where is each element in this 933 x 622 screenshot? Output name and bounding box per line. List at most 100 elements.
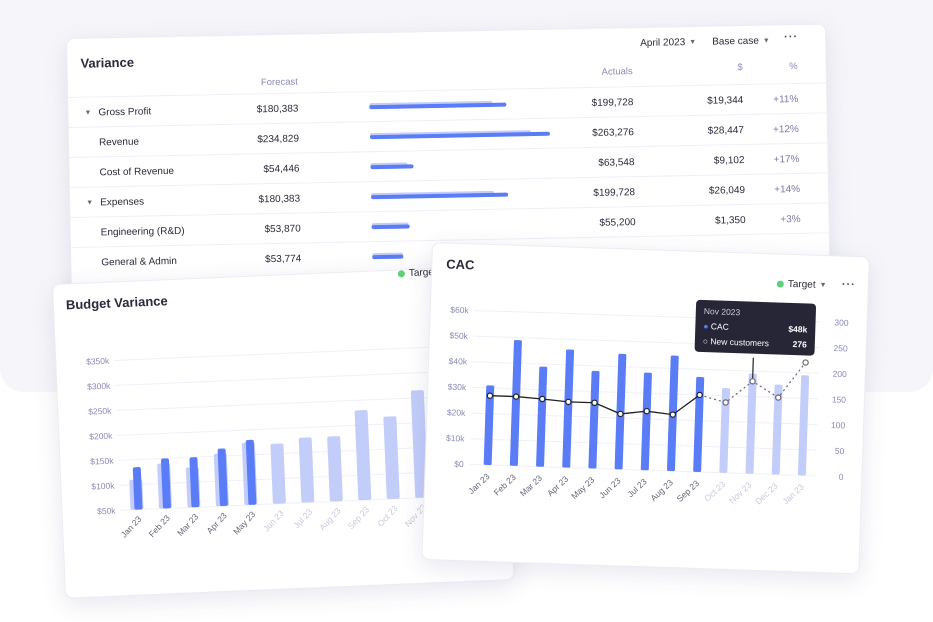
x-tick-label: Oct 23 bbox=[375, 503, 399, 528]
header-dollar: $ bbox=[737, 62, 743, 74]
x-tick-label: Aug 23 bbox=[317, 505, 343, 532]
x-tick-label: May 23 bbox=[569, 475, 596, 502]
x-tick-label: Jul 23 bbox=[625, 476, 649, 499]
chevron-down-icon: ▼ bbox=[689, 38, 697, 47]
forecast-bar bbox=[270, 443, 286, 504]
actual-bar bbox=[372, 254, 404, 260]
y-right-tick-label: 200 bbox=[833, 369, 848, 379]
y-tick-label: $150k bbox=[90, 456, 114, 467]
diff-value: $1,350 bbox=[714, 214, 746, 227]
period-label: April 2023 bbox=[640, 37, 686, 49]
x-tick-label: Jun 23 bbox=[261, 508, 286, 534]
header-forecast: Forecast bbox=[260, 76, 298, 89]
row-label: Expenses bbox=[100, 196, 145, 209]
cac-bar bbox=[771, 384, 783, 475]
x-tick-label: Jan 23 bbox=[119, 514, 144, 540]
cac-bar bbox=[797, 375, 810, 476]
customers-point bbox=[722, 399, 729, 406]
y-right-tick-label: 300 bbox=[834, 317, 849, 327]
row-label: Gross Profit bbox=[98, 106, 152, 119]
cac-bar bbox=[745, 373, 757, 474]
percent-value: +11% bbox=[773, 93, 799, 106]
cac-bar bbox=[640, 372, 652, 471]
x-tick-label: Sep 23 bbox=[675, 478, 702, 504]
x-tick-label: Mar 23 bbox=[518, 473, 544, 499]
scenario-dropdown[interactable]: Base case ▼ bbox=[712, 35, 770, 48]
cac-bar bbox=[483, 385, 495, 466]
customer-dot-icon: ○ bbox=[702, 336, 709, 347]
forecast-bar bbox=[327, 436, 343, 502]
x-tick-label: Aug 23 bbox=[648, 477, 675, 503]
percent-value: +3% bbox=[780, 213, 801, 226]
y-left-tick-label: $50k bbox=[449, 330, 469, 341]
period-dropdown[interactable]: April 2023 ▼ bbox=[640, 37, 696, 49]
more-options-icon[interactable]: ··· bbox=[784, 30, 799, 44]
chevron-down-icon: ▼ bbox=[762, 37, 770, 45]
diff-value bbox=[671, 245, 746, 246]
x-tick-label: May 23 bbox=[231, 509, 257, 536]
forecast-value: $180,383 bbox=[258, 193, 301, 206]
customers-point bbox=[696, 391, 703, 399]
expand-caret-icon[interactable]: ▼ bbox=[86, 199, 94, 207]
forecast-bar bbox=[354, 409, 372, 501]
y-left-tick-label: $60k bbox=[450, 305, 470, 316]
gridline bbox=[473, 361, 819, 374]
actuals-value: $263,276 bbox=[592, 127, 635, 139]
scenario-label: Base case bbox=[712, 35, 759, 48]
forecast-value: $180,383 bbox=[256, 103, 299, 116]
y-right-tick-label: 50 bbox=[835, 446, 845, 456]
cac-chart: $0 $10k $20k $30k $40k $50k $60k 0 50 100 150 200 25… bbox=[446, 305, 849, 507]
forecast-value: $53,774 bbox=[265, 253, 302, 266]
y-tick-label: $50k bbox=[97, 506, 117, 517]
x-tick-label: Apr 23 bbox=[205, 510, 229, 535]
y-left-tick-label: $10k bbox=[446, 433, 466, 444]
x-tick-label: Apr 23 bbox=[545, 474, 570, 499]
x-tick-label: Jan 23 bbox=[780, 481, 806, 506]
actual-bar bbox=[370, 164, 415, 170]
tooltip-customers-value: 276 bbox=[792, 339, 807, 350]
forecast-bar bbox=[383, 416, 400, 500]
cac-card: CAC Target ▼ ··· $0 $10k $20k $30k $40k $50k $6… bbox=[421, 242, 870, 575]
y-tick-label: $100k bbox=[91, 481, 115, 492]
cac-bar bbox=[719, 388, 731, 473]
customers-point bbox=[565, 398, 572, 406]
cac-bar bbox=[693, 376, 705, 473]
y-right-tick-label: 250 bbox=[833, 343, 848, 353]
row-label: Revenue bbox=[98, 136, 140, 149]
y-right-tick-label: 0 bbox=[839, 472, 844, 482]
forecast-value: $54,446 bbox=[263, 163, 300, 176]
customers-point bbox=[643, 407, 650, 415]
forecast-value: $234,829 bbox=[257, 133, 300, 146]
actuals-value: $55,200 bbox=[599, 217, 636, 229]
cac-bar bbox=[588, 370, 600, 469]
actual-bar bbox=[217, 448, 228, 507]
header-percent: % bbox=[789, 60, 798, 73]
y-tick-label: $300k bbox=[87, 381, 111, 392]
customers-point bbox=[512, 393, 520, 400]
tooltip-cac-value: $48k bbox=[788, 323, 808, 335]
cac-bar bbox=[562, 349, 575, 468]
y-tick-label: $350k bbox=[86, 356, 110, 367]
y-left-tick-label: $40k bbox=[448, 356, 468, 367]
x-tick-label: Feb 23 bbox=[492, 472, 518, 498]
y-tick-label: $250k bbox=[88, 406, 112, 417]
customers-point bbox=[775, 394, 782, 401]
expand-caret-icon[interactable]: ▼ bbox=[84, 109, 92, 117]
y-tick-label: $200k bbox=[89, 431, 113, 442]
tooltip-cac-label: CAC bbox=[710, 321, 729, 332]
customers-point bbox=[617, 410, 624, 418]
x-tick-label: Oct 23 bbox=[702, 479, 727, 504]
cac-dot-icon: ● bbox=[703, 321, 709, 332]
x-tick-label: Sep 23 bbox=[346, 504, 372, 531]
tooltip-customers-label: New customers bbox=[710, 336, 770, 349]
tooltip-title: Nov 2023 bbox=[703, 306, 741, 318]
actual-bar bbox=[160, 458, 171, 509]
actual-bar bbox=[132, 467, 143, 510]
x-tick-label: Nov 23 bbox=[727, 480, 754, 506]
forecast-value: $53,870 bbox=[264, 223, 301, 236]
x-tick-label: Jul 23 bbox=[292, 507, 315, 531]
diff-value: $19,344 bbox=[707, 95, 744, 107]
row-label: Engineering (R&D) bbox=[100, 225, 185, 239]
diff-value: $26,049 bbox=[708, 184, 746, 197]
y-right-tick-label: 150 bbox=[832, 394, 847, 404]
